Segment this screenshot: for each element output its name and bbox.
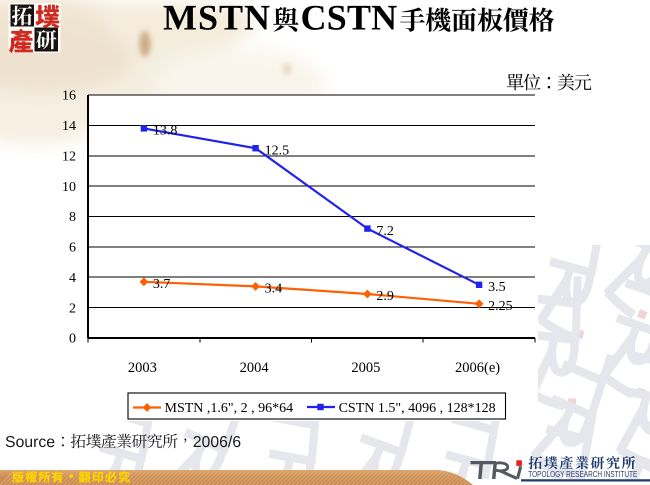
svg-text:3.4: 3.4 — [265, 282, 283, 297]
svg-text:2006(e): 2006(e) — [455, 360, 500, 376]
svg-text:MSTN ,1.6", 2 , 96*64: MSTN ,1.6", 2 , 96*64 — [165, 401, 294, 416]
svg-text:6: 6 — [69, 241, 76, 256]
svg-text:TOPOLOGY RESEARCH INSTITUTE: TOPOLOGY RESEARCH INSTITUTE — [528, 470, 637, 479]
svg-text:13.8: 13.8 — [153, 124, 178, 139]
svg-text:3.5: 3.5 — [488, 280, 506, 295]
svg-text:8: 8 — [69, 210, 76, 225]
svg-text:14: 14 — [62, 119, 76, 134]
svg-text:12.5: 12.5 — [265, 143, 290, 158]
svg-text:0: 0 — [69, 332, 76, 347]
svg-text:10: 10 — [62, 180, 76, 195]
svg-text:16: 16 — [62, 89, 76, 104]
svg-text:3.7: 3.7 — [153, 277, 171, 292]
svg-text:12: 12 — [62, 149, 76, 164]
svg-text:2: 2 — [69, 301, 76, 316]
svg-text:2003: 2003 — [128, 360, 157, 376]
svg-text:4: 4 — [69, 271, 76, 286]
svg-text:2.25: 2.25 — [488, 299, 512, 314]
svg-text:7.2: 7.2 — [376, 224, 394, 239]
svg-text:2.9: 2.9 — [376, 289, 394, 304]
svg-text:2004: 2004 — [240, 360, 270, 376]
svg-text:CSTN 1.5", 4096 , 128*128: CSTN 1.5", 4096 , 128*128 — [339, 401, 496, 416]
svg-text:2005: 2005 — [351, 360, 380, 376]
